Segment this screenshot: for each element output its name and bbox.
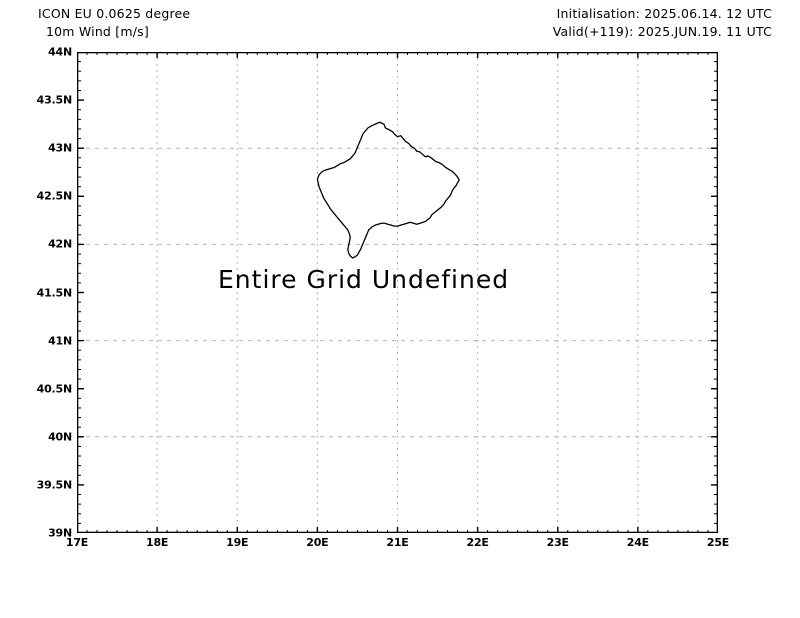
parameter-label: 10m Wind [m/s] (46, 24, 149, 39)
kosovo-border-outline (316, 121, 460, 259)
x-axis-tick-label: 18E (146, 536, 169, 549)
valid-time: Valid(+119): 2025.JUN.19. 11 UTC (552, 24, 772, 39)
y-axis-tick-label: 42.5N (36, 189, 73, 203)
x-axis-tick-label: 19E (226, 536, 249, 549)
y-axis-tick-label: 42N (48, 237, 72, 251)
y-axis-tick-label: 40N (48, 430, 72, 444)
map-canvas (77, 52, 718, 533)
y-axis-tick-label: 41N (48, 334, 72, 348)
gridlines (77, 52, 718, 533)
map-plot-area (77, 52, 718, 533)
x-axis-tick-label: 25E (706, 536, 730, 549)
kosovo-border (316, 121, 460, 259)
grid-undefined-message: Entire Grid Undefined (218, 265, 510, 294)
y-axis-tick-label: 39.5N (36, 478, 73, 492)
plot-frame (77, 52, 718, 533)
initialisation-time: Initialisation: 2025.06.14. 12 UTC (556, 6, 772, 21)
x-axis-tick-label: 22E (466, 536, 489, 549)
y-axis-tick-label: 43.5N (36, 93, 73, 107)
y-axis-tick-label: 40.5N (36, 382, 73, 396)
x-axis-tick-label: 21E (386, 536, 409, 549)
y-axis-tick-label: 44N (48, 45, 72, 59)
y-axis-tick-label: 39N (48, 526, 72, 540)
y-axis-tick-label: 41.5N (36, 286, 73, 299)
x-axis-tick-label: 24E (626, 536, 649, 549)
x-axis-tick-label: 20E (306, 536, 329, 549)
x-axis-tick-label: 23E (546, 536, 569, 549)
x-axis-tick-label: 17E (65, 536, 89, 549)
model-title: ICON EU 0.0625 degree (38, 6, 191, 21)
y-axis-tick-label: 43N (48, 141, 72, 155)
